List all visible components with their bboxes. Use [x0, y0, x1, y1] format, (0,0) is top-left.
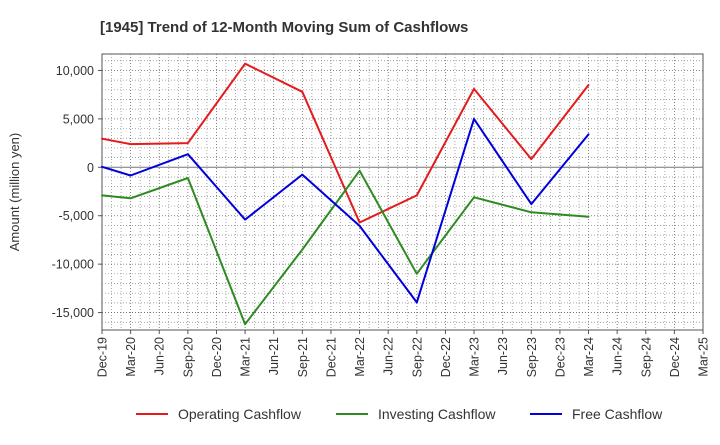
- x-tick-label: Mar-25: [697, 337, 711, 377]
- x-tick-label: Dec-22: [439, 337, 453, 377]
- series-line-free-cashflow: [101, 117, 590, 304]
- x-tick-label: Mar-20: [124, 337, 138, 377]
- x-tick-label: Jun-23: [496, 337, 510, 375]
- x-tick-label: Dec-23: [553, 337, 567, 377]
- x-tick-label: Dec-21: [324, 337, 338, 377]
- x-tick-label: Sep-24: [639, 337, 653, 377]
- x-tick-label: Sep-23: [525, 337, 539, 377]
- plot-area: 10,000 5,000 0 -5,000 -10,000 -15,000 Dec-19 Ma…: [52, 53, 711, 377]
- x-tick-label: Dec-19: [96, 337, 110, 377]
- x-tick-label: Jun-24: [611, 337, 625, 375]
- series-line-investing-cashflow: [101, 169, 590, 326]
- x-tick-label: Sep-22: [410, 337, 424, 377]
- y-tick-label: -15,000: [52, 306, 94, 320]
- y-tick-label: 10,000: [56, 64, 94, 78]
- x-tick-label: Sep-21: [296, 337, 310, 377]
- x-tick-label: Dec-20: [210, 337, 224, 377]
- y-tick-label: 5,000: [63, 112, 94, 126]
- x-tick-label: Mar-23: [468, 337, 482, 377]
- x-tick-label: Sep-20: [181, 337, 195, 377]
- legend-label: Operating Cashflow: [178, 406, 302, 422]
- y-tick-label: -10,000: [52, 258, 94, 272]
- x-tick-label: Dec-24: [668, 337, 682, 377]
- x-tick-label: Jun-22: [382, 337, 396, 375]
- y-tick-label: -5,000: [59, 209, 94, 223]
- chart-title: [1945] Trend of 12-Month Moving Sum of C…: [100, 19, 468, 36]
- series-line-operating-cashflow: [101, 62, 590, 224]
- x-tick-label: Mar-21: [239, 337, 253, 377]
- plot-frame: [101, 53, 704, 331]
- y-tick-label: 0: [87, 161, 94, 175]
- y-axis-label: Amount (million yen): [7, 133, 22, 252]
- legend: Operating Cashflow Investing Cashflow Free…: [136, 406, 663, 422]
- x-tick-label: Jun-20: [153, 337, 167, 375]
- x-tick-label: Mar-22: [353, 337, 367, 377]
- x-tick-label: Mar-24: [582, 337, 596, 377]
- legend-label: Free Cashflow: [572, 406, 663, 422]
- legend-label: Investing Cashflow: [378, 406, 496, 422]
- x-tick-label: Jun-21: [267, 337, 281, 375]
